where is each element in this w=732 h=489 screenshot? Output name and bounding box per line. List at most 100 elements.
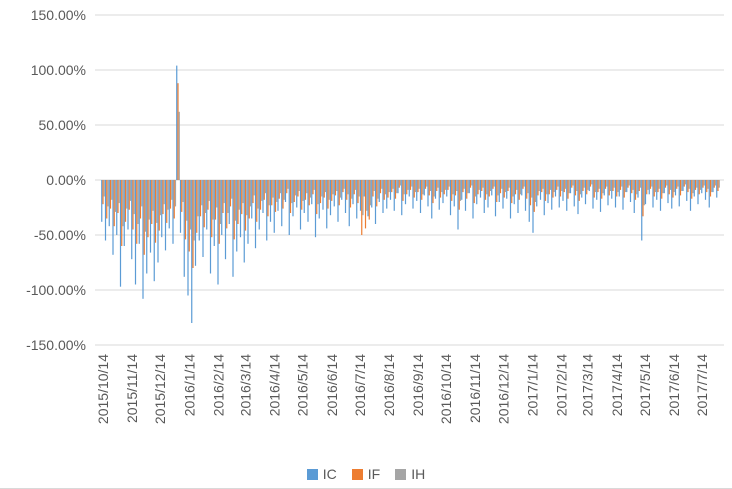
bar-ih [276,180,278,202]
bar-ic [472,180,474,219]
bar-ic [667,180,669,204]
bar-if [484,180,487,200]
bar-ih [531,180,533,198]
bar-ih [392,180,394,189]
bar-if [586,180,588,195]
bar-if [492,180,494,189]
bar-ic [352,180,354,205]
bar-ic [633,180,635,213]
legend-label-ih: IH [411,466,426,482]
bar-ih [366,180,368,211]
bar-if [428,180,430,196]
bar-if [139,180,142,219]
bar-ic [479,180,482,198]
bar-ih [426,180,428,187]
bar-if [364,180,367,229]
bar-ih [264,180,267,194]
bar-if [413,180,415,198]
bar-if [147,180,149,238]
bar-if [136,180,138,244]
bar-if [706,180,708,193]
bar-if [589,180,592,187]
bar-if [409,180,412,190]
bar-ih [418,180,420,189]
x-axis-tick-label: 2017/6/14 [666,354,682,416]
x-axis-tick-label: 2016/3/14 [238,354,254,416]
bar-ic [592,180,594,209]
bar-if [454,180,457,196]
bar-ih [452,180,454,195]
bar-ih [212,180,214,220]
bar-ic [198,180,200,241]
bar-if [117,180,119,213]
bar-ih [437,180,439,188]
bar-ih [182,180,184,202]
bar-ih [463,180,465,189]
bar-ih [512,180,514,197]
bar-ih [617,180,619,193]
bar-if [128,180,130,210]
bar-ic [618,180,620,197]
bar-ih [564,180,567,189]
y-axis-tick-label: -100.00% [26,282,86,298]
bar-ic [258,180,260,230]
bar-ic [224,180,227,260]
bar-ic [457,180,459,230]
bar-ih [591,180,593,185]
bar-if [533,180,535,212]
bar-if [578,180,580,201]
bar-if [361,180,363,235]
bar-ih [242,180,244,204]
legend-item-ic[interactable]: IC [306,466,337,482]
bar-ic [536,180,538,207]
bar-ih [208,180,210,201]
bar-if [166,180,168,223]
bar-if [713,180,715,188]
bar-if [207,180,209,210]
bar-ih [156,180,158,223]
bar-ic [311,180,313,205]
bar-ih [613,180,615,188]
bar-ih [174,180,177,207]
bar-ic [202,180,204,257]
bar-if [274,180,277,212]
bar-if [694,180,697,190]
bar-if [282,180,284,209]
bar-ic [652,180,654,208]
bar-ih [474,180,477,197]
bar-if [102,180,104,205]
bar-ih [493,180,495,187]
bar-ic [701,180,703,194]
bar-ic [194,180,197,266]
bar-ic [206,180,208,230]
bar-ic [712,180,714,193]
bar-ic [566,180,568,211]
bar-ih [309,180,312,198]
bar-ic [119,180,122,287]
bar-if [158,180,160,231]
bar-if [394,180,397,199]
bar-ih [497,180,499,196]
legend-item-if[interactable]: IF [351,466,380,482]
bar-if [263,180,265,200]
bar-if [698,180,700,195]
bar-if [106,180,108,219]
bar-if [109,180,112,209]
bar-ic [513,180,515,205]
bar-ic [614,180,617,208]
bar-ih [636,180,638,195]
bar-if [196,180,198,233]
bar-if [717,180,719,191]
bar-if [687,180,689,193]
bar-ic [318,180,320,219]
bar-if [342,180,344,193]
bar-if [661,180,663,199]
bar-if [529,180,532,206]
bar-if [312,180,314,195]
bar-if [432,180,434,204]
legend-item-ih[interactable]: IH [395,466,425,482]
bar-ic [491,180,493,196]
bar-ic [558,180,560,208]
bar-ih [639,180,642,188]
bar-ic [112,180,114,255]
